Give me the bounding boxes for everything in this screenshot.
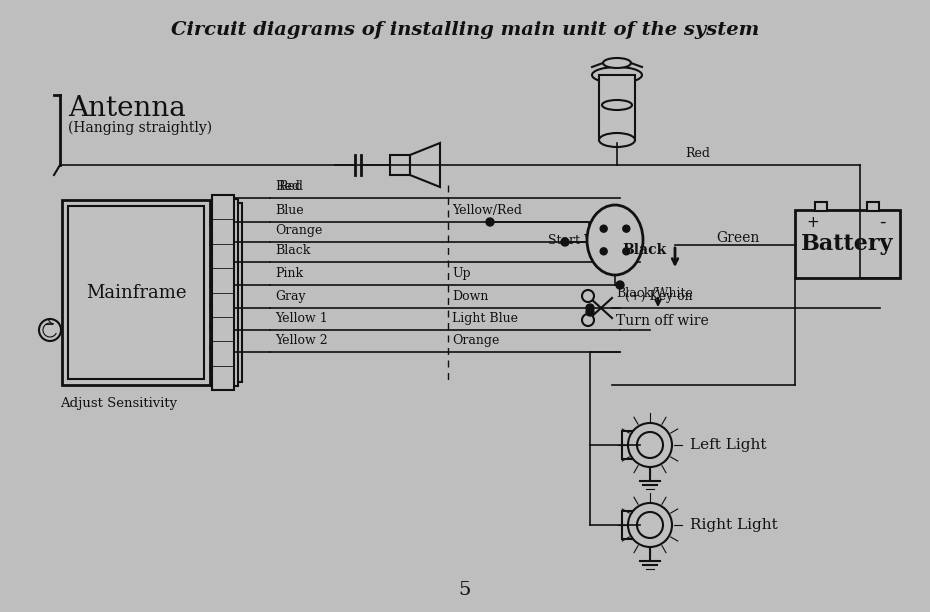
Bar <box>216 199 238 386</box>
Text: Mainframe: Mainframe <box>86 283 186 302</box>
Text: (Hanging straightly): (Hanging straightly) <box>68 121 212 135</box>
Text: Circuit diagrams of installing main unit of the system: Circuit diagrams of installing main unit… <box>171 21 759 39</box>
Circle shape <box>637 432 663 458</box>
Bar <box>867 202 879 211</box>
Circle shape <box>623 248 630 255</box>
Text: (+) Key on: (+) Key on <box>625 290 693 303</box>
Circle shape <box>616 281 624 289</box>
Text: Left Light: Left Light <box>690 438 766 452</box>
Bar <box>795 210 900 278</box>
Polygon shape <box>410 143 440 187</box>
Bar <box>599 75 635 140</box>
Text: Red: Red <box>685 147 710 160</box>
Bar <box>815 202 827 211</box>
Text: Orange: Orange <box>452 334 499 347</box>
Text: Turn off wire: Turn off wire <box>616 314 709 328</box>
Text: Down: Down <box>452 290 488 303</box>
Text: Yellow 2: Yellow 2 <box>275 334 327 347</box>
Circle shape <box>39 319 61 341</box>
Circle shape <box>586 304 594 312</box>
Text: -: - <box>879 213 885 231</box>
Bar <box>212 195 234 390</box>
Text: Red: Red <box>278 180 303 193</box>
Bar <box>220 203 242 382</box>
Ellipse shape <box>603 58 631 68</box>
Text: Start Wire: Start Wire <box>548 234 614 247</box>
Text: Yellow 1: Yellow 1 <box>275 312 327 325</box>
Text: +: + <box>806 214 819 230</box>
Ellipse shape <box>587 205 643 275</box>
Bar <box>390 155 410 175</box>
Circle shape <box>628 423 672 467</box>
Bar <box>622 431 640 459</box>
Text: Pink: Pink <box>275 267 303 280</box>
Text: Red: Red <box>275 180 300 193</box>
Text: Antenna: Antenna <box>68 94 186 122</box>
Text: Blue: Blue <box>275 204 303 217</box>
Circle shape <box>623 225 630 232</box>
Text: Battery: Battery <box>802 233 894 255</box>
Text: Black/White: Black/White <box>616 287 693 300</box>
Text: Yellow/Red: Yellow/Red <box>452 204 522 217</box>
Ellipse shape <box>599 133 635 147</box>
Text: Adjust Sensitivity: Adjust Sensitivity <box>60 397 177 409</box>
Circle shape <box>628 503 672 547</box>
Text: Gray: Gray <box>275 290 306 303</box>
Bar <box>68 206 204 379</box>
Circle shape <box>582 290 594 302</box>
Circle shape <box>600 225 607 232</box>
Circle shape <box>486 218 494 226</box>
Text: Up: Up <box>452 267 471 280</box>
Circle shape <box>600 248 607 255</box>
Text: Orange: Orange <box>275 224 323 237</box>
Text: Right Light: Right Light <box>690 518 777 532</box>
Ellipse shape <box>592 67 642 83</box>
Circle shape <box>586 308 594 316</box>
Bar <box>622 511 640 539</box>
Circle shape <box>561 238 569 246</box>
Bar <box>62 200 210 385</box>
Text: 5: 5 <box>458 581 472 599</box>
Ellipse shape <box>602 100 632 110</box>
Text: Green: Green <box>717 231 760 245</box>
Text: Light Blue: Light Blue <box>452 312 518 325</box>
Circle shape <box>637 512 663 538</box>
Text: Black: Black <box>622 243 666 257</box>
Circle shape <box>582 314 594 326</box>
Text: Black: Black <box>275 244 311 257</box>
